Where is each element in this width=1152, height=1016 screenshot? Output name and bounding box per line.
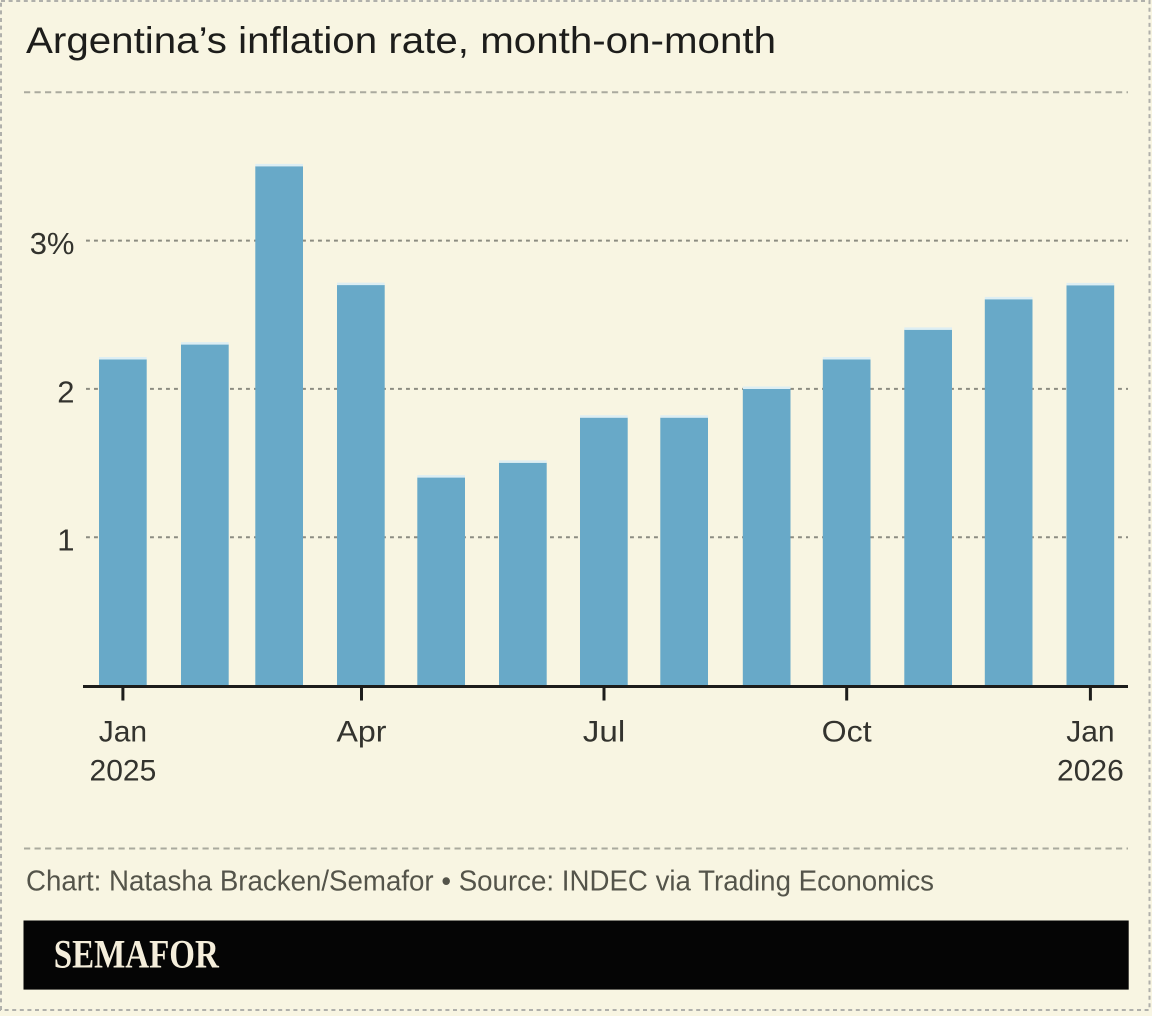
svg-text:SEMAFOR: SEMAFOR — [54, 932, 220, 977]
svg-text:3%: 3% — [30, 226, 75, 261]
svg-text:Jan: Jan — [1066, 716, 1114, 749]
svg-text:Chart: Natasha Bracken/Semafor: Chart: Natasha Bracken/Semafor • Source:… — [26, 865, 934, 897]
svg-text:Argentina’s inflation rate, mo: Argentina’s inflation rate, month-on-mon… — [26, 20, 776, 61]
svg-text:Jan: Jan — [99, 716, 147, 749]
svg-text:2025: 2025 — [90, 755, 157, 788]
svg-text:2: 2 — [57, 374, 74, 409]
svg-text:Oct: Oct — [822, 716, 873, 749]
svg-text:Apr: Apr — [337, 716, 387, 749]
svg-text:Jul: Jul — [583, 716, 626, 749]
svg-text:2026: 2026 — [1057, 755, 1124, 788]
svg-text:1: 1 — [57, 523, 74, 558]
